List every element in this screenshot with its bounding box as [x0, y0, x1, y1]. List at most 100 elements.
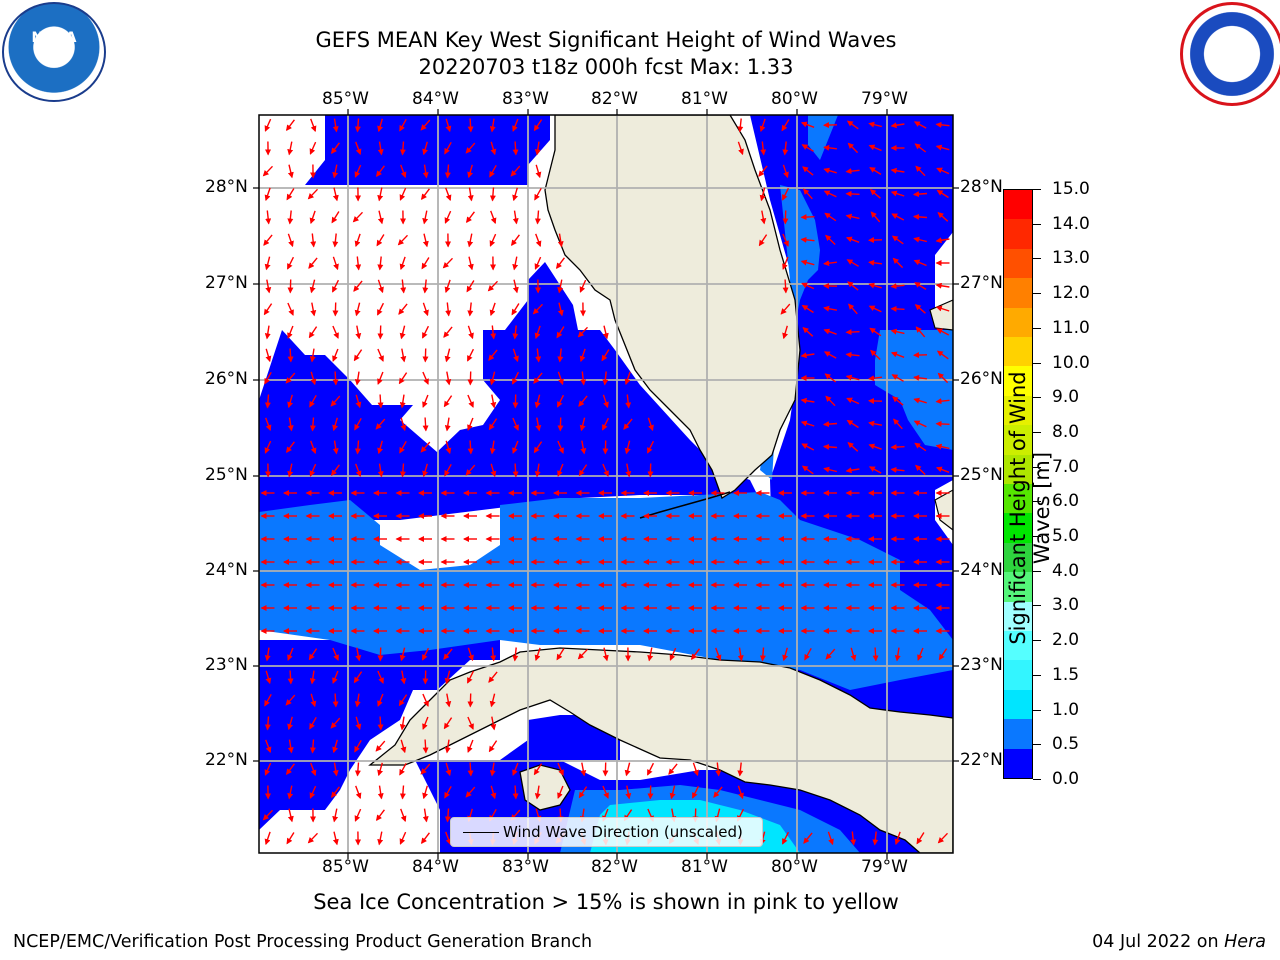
wave-arrow: [310, 440, 317, 455]
wave-arrow: [376, 809, 385, 822]
wave-arrow: [800, 397, 815, 404]
lon-label-top: 80°W: [771, 89, 818, 109]
wave-arrow: [557, 279, 564, 294]
wave-arrow: [264, 693, 272, 707]
wave-arrow: [422, 785, 428, 800]
wave-arrow: [352, 211, 364, 223]
wave-arrow: [421, 188, 430, 200]
wave-arrow: [444, 739, 451, 754]
wave-arrow: [445, 440, 452, 455]
wave-arrow: [781, 187, 790, 201]
wave-arrow: [309, 670, 316, 685]
lat-label-left: 22°N: [205, 750, 248, 770]
footer-date: 04 Jul 2022 on Hera: [1092, 932, 1266, 952]
wave-arrow: [264, 256, 271, 271]
colorbar-tick: [1033, 189, 1041, 190]
wave-arrow: [377, 187, 384, 202]
wave-arrow: [445, 693, 452, 708]
sea-ice-note: Sea Ice Concentration > 15% is shown in …: [313, 890, 899, 914]
wave-arrow: [375, 740, 386, 752]
wave-arrow: [307, 188, 319, 200]
colorbar-tick-label: 0.0: [1052, 769, 1080, 789]
wave-arrow: [937, 212, 949, 222]
wave-arrow: [444, 279, 451, 294]
wave-arrow: [489, 693, 496, 708]
wave-arrow: [713, 786, 723, 798]
wave-arrow: [737, 785, 744, 800]
wave-arrow: [580, 762, 587, 777]
wave-arrow: [870, 349, 881, 361]
wave-arrow: [265, 670, 272, 685]
wave-arrow: [287, 739, 294, 754]
wave-arrow: [715, 647, 722, 662]
wave-arrow: [399, 831, 407, 845]
map-title: GEFS MEAN Key West Significant Height of…: [315, 28, 897, 52]
wave-arrow: [398, 372, 408, 385]
wave-arrow: [355, 463, 362, 478]
colorbar-tick: [1033, 744, 1041, 746]
lat-label-right: 28°N: [960, 177, 1003, 197]
wave-arrow: [868, 466, 882, 474]
wave-arrow: [800, 214, 815, 221]
footer-date-text: 04 Jul 2022 on: [1092, 932, 1219, 952]
wave-arrow: [330, 395, 341, 407]
wave-arrow: [354, 233, 361, 248]
wave-arrow: [309, 210, 316, 225]
wave-arrow: [801, 443, 815, 451]
wave-arrow: [737, 141, 744, 156]
wave-arrow: [823, 466, 837, 473]
wave-arrow: [331, 211, 340, 224]
wave-arrow: [467, 164, 473, 179]
wave-arrow: [399, 716, 406, 731]
wave-arrow: [512, 141, 519, 156]
colorbar-segment: [1004, 689, 1032, 720]
wave-arrow: [800, 420, 815, 427]
wave-arrow: [890, 283, 905, 290]
wave-arrow: [691, 785, 700, 799]
wave-arrow: [422, 371, 429, 385]
wave-arrow: [935, 144, 950, 151]
lat-label-right: 25°N: [960, 465, 1003, 485]
wave-arrow: [917, 647, 924, 661]
wave-arrow: [892, 257, 904, 269]
wave-arrow: [624, 440, 631, 455]
wave-arrow: [780, 303, 791, 315]
wave-arrow: [353, 349, 363, 362]
map-legend: Wind Wave Direction (unscaled): [450, 817, 763, 847]
wave-arrow: [781, 119, 790, 132]
wave-arrow: [309, 785, 317, 799]
wave-arrow: [577, 326, 589, 338]
wave-arrow: [263, 303, 273, 316]
wave-arrow: [578, 786, 588, 799]
wave-arrow: [557, 463, 564, 477]
wave-arrow: [264, 187, 271, 202]
wave-arrow: [823, 443, 838, 450]
colorbar-tick-label: 3.0: [1052, 595, 1080, 616]
wave-arrow: [759, 647, 766, 662]
wave-arrow: [308, 326, 318, 339]
wave-arrow: [355, 141, 362, 156]
wave-arrow: [377, 463, 384, 478]
wave-arrow: [800, 259, 815, 266]
colorbar-segment: [1004, 572, 1032, 602]
colorbar-segment: [1004, 307, 1032, 337]
wave-arrow: [782, 256, 789, 270]
wave-arrow: [488, 740, 498, 753]
wave-arrow: [737, 647, 744, 662]
wave-arrow: [355, 716, 362, 731]
wave-arrow: [467, 647, 474, 662]
wave-arrow: [557, 371, 564, 386]
colorbar-segment: [1004, 631, 1032, 661]
colorbar-tick: [1033, 709, 1041, 711]
wave-arrow: [534, 256, 542, 270]
wave-arrow: [264, 762, 272, 776]
wave-arrow: [804, 647, 812, 661]
wave-arrow: [914, 143, 927, 153]
wave-arrow: [512, 256, 519, 271]
wave-arrow: [377, 762, 383, 777]
wave-arrow: [354, 440, 361, 455]
lat-label-right: 26°N: [960, 369, 1003, 389]
colorbar: [1003, 189, 1033, 779]
wave-arrow: [262, 165, 274, 177]
wave-arrow: [737, 118, 744, 133]
